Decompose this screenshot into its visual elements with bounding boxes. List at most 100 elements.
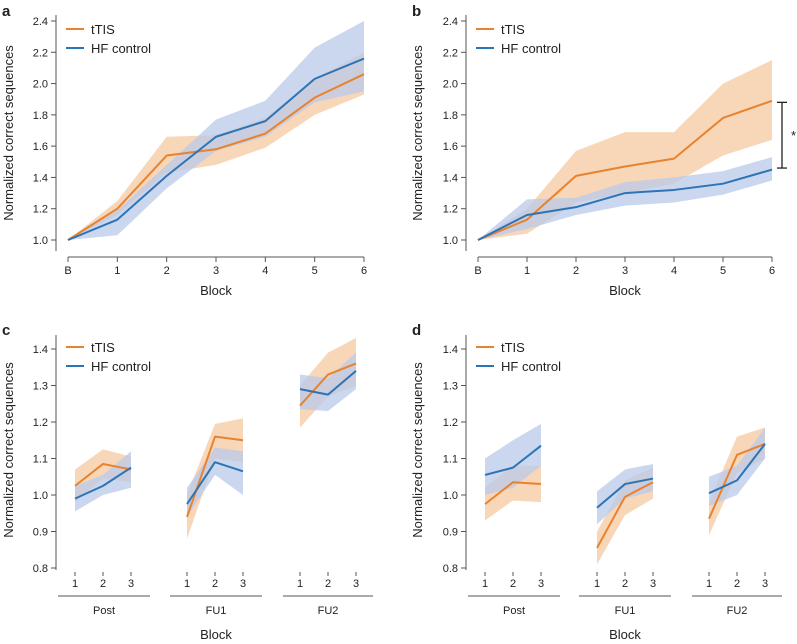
- group-label-fu1: FU1: [206, 605, 227, 617]
- y-tick-label: 2.2: [33, 47, 48, 59]
- x-tick-label: 1: [524, 265, 530, 277]
- x-axis-title: Block: [200, 283, 232, 298]
- series-line-ttis: [477, 99, 773, 241]
- x-tick-label: 2: [622, 578, 628, 590]
- x-tick-label: 3: [240, 578, 246, 590]
- plot-area: [67, 21, 365, 241]
- series-line-ttis-post: [484, 481, 542, 505]
- x-tick-label: 1: [184, 578, 190, 590]
- panel-letter-b: b: [412, 3, 421, 20]
- series-line-ttis-post: [74, 462, 132, 487]
- ci-band-hf-control-fu2: [300, 352, 356, 412]
- y-ticks: 1.0 1.2 1.4 1.6 1.8 2.0 2.2 2.4: [443, 16, 466, 247]
- panel-b: b 1.0 1.2 1.4 1.6 1.8 2.0 2.2 2.4 B 1 2 3 4 5 6 * Blo…: [410, 3, 796, 298]
- y-tick-label: 1.0: [33, 490, 48, 502]
- panel-a: a 1.0 1.2 1.4 1.6 1.8 2.0 2.2 2.4 B 1 2 3 4 5 6 Block…: [1, 3, 367, 298]
- series-line-ttis-fu2: [708, 442, 766, 520]
- legend-label-hf-control: HF control: [501, 41, 561, 56]
- x-tick-label: 4: [671, 265, 677, 277]
- y-tick-label: 1.0: [33, 235, 48, 247]
- plot-area: [484, 423, 766, 565]
- ci-band-ttis-fu1: [187, 418, 243, 539]
- series-line-hf-control: [67, 57, 365, 241]
- y-tick-label: 1.1: [33, 454, 48, 466]
- y-tick-label: 0.8: [443, 563, 458, 575]
- y-tick-label: 2.0: [33, 79, 48, 91]
- legend-label-ttis: tTIS: [91, 22, 115, 37]
- series-line-hf-control: [477, 168, 773, 241]
- x-tick-label: B: [64, 265, 71, 277]
- y-axis-title: Normalized correct sequences: [410, 45, 425, 221]
- x-tick-label: 3: [622, 265, 628, 277]
- y-ticks: 0.8 0.9 1.0 1.1 1.2 1.3 1.4: [33, 344, 56, 575]
- x-tick-label: 1: [594, 578, 600, 590]
- y-tick-label: 1.4: [443, 344, 458, 356]
- panel-d: d 0.8 0.9 1.0 1.1 1.2 1.3 1.4 1 2 3 Post 1 2 3 FU1 1 2 3…: [410, 322, 782, 642]
- y-tick-label: 1.4: [443, 172, 458, 184]
- x-tick-label: 1: [706, 578, 712, 590]
- x-tick-label: 1: [482, 578, 488, 590]
- x-tick-label: B: [474, 265, 481, 277]
- series-line-hf-control-fu1: [596, 477, 654, 509]
- x-tick-label: 3: [538, 578, 544, 590]
- ci-band-ttis: [478, 60, 772, 240]
- group-label-fu2: FU2: [318, 605, 339, 617]
- x-ticks: B 1 2 3 4 5 6: [474, 257, 775, 277]
- plot-area: [74, 338, 357, 539]
- series-line-hf-control-fu2: [708, 443, 766, 495]
- y-tick-label: 1.0: [443, 235, 458, 247]
- legend: tTIS HF control: [66, 340, 151, 374]
- legend-label-ttis: tTIS: [501, 340, 525, 355]
- y-tick-label: 2.0: [443, 79, 458, 91]
- x-tick-label: 3: [128, 578, 134, 590]
- series-line-ttis: [67, 73, 365, 241]
- legend: tTIS HF control: [66, 22, 151, 56]
- y-tick-label: 1.2: [33, 417, 48, 429]
- x-tick-label: 5: [720, 265, 726, 277]
- x-tick-label: 2: [100, 578, 106, 590]
- x-axis-title: Block: [200, 627, 232, 642]
- x-tick-label: 3: [213, 265, 219, 277]
- x-tick-label: 3: [762, 578, 768, 590]
- y-tick-label: 1.2: [443, 204, 458, 216]
- x-tick-label: 2: [734, 578, 740, 590]
- series-line-hf-control-fu1: [186, 461, 244, 505]
- x-tick-label: 5: [312, 265, 318, 277]
- ci-band-hf-control: [68, 21, 364, 240]
- legend-label-hf-control: HF control: [91, 41, 151, 56]
- y-tick-label: 2.2: [443, 47, 458, 59]
- y-tick-label: 0.8: [33, 563, 48, 575]
- ci-band-hf-control-fu1: [597, 463, 653, 525]
- x-tick-label: 3: [650, 578, 656, 590]
- x-tick-label: 1: [72, 578, 78, 590]
- x-tick-label: 2: [510, 578, 516, 590]
- y-tick-label: 1.8: [443, 110, 458, 122]
- legend: tTIS HF control: [476, 22, 561, 56]
- x-tick-label: 6: [769, 265, 775, 277]
- panel-letter-d: d: [412, 322, 421, 339]
- y-axis-title: Normalized correct sequences: [1, 362, 16, 538]
- y-tick-label: 1.4: [33, 172, 48, 184]
- y-tick-label: 1.6: [33, 141, 48, 153]
- y-tick-label: 1.3: [443, 381, 458, 393]
- panel-c: c 0.8 0.9 1.0 1.1 1.2 1.3 1.4 1 2 3 Post 1 2 3 FU1 1 2 3…: [1, 322, 373, 642]
- x-tick-label: 1: [114, 265, 120, 277]
- x-ticks: B 1 2 3 4 5 6: [64, 257, 367, 277]
- y-tick-label: 2.4: [33, 16, 48, 28]
- series-line-ttis-fu2: [299, 362, 357, 407]
- ci-band-hf-control-post: [485, 423, 541, 495]
- significance-marker: *: [791, 128, 796, 143]
- series-line-hf-control-post: [74, 466, 132, 500]
- group-label-fu2: FU2: [727, 605, 748, 617]
- group-label-fu1: FU1: [615, 605, 636, 617]
- y-axis-title: Normalized correct sequences: [1, 45, 16, 221]
- group-label-post: Post: [503, 605, 525, 617]
- y-tick-label: 1.2: [33, 204, 48, 216]
- y-ticks: 1.0 1.2 1.4 1.6 1.8 2.0 2.2 2.4: [33, 16, 56, 247]
- panel-letter-c: c: [2, 322, 10, 339]
- y-tick-label: 2.4: [443, 16, 458, 28]
- y-ticks: 0.8 0.9 1.0 1.1 1.2 1.3 1.4: [443, 344, 466, 575]
- x-tick-label: 6: [361, 265, 367, 277]
- y-axis-title: Normalized correct sequences: [410, 362, 425, 538]
- x-tick-label: 3: [353, 578, 359, 590]
